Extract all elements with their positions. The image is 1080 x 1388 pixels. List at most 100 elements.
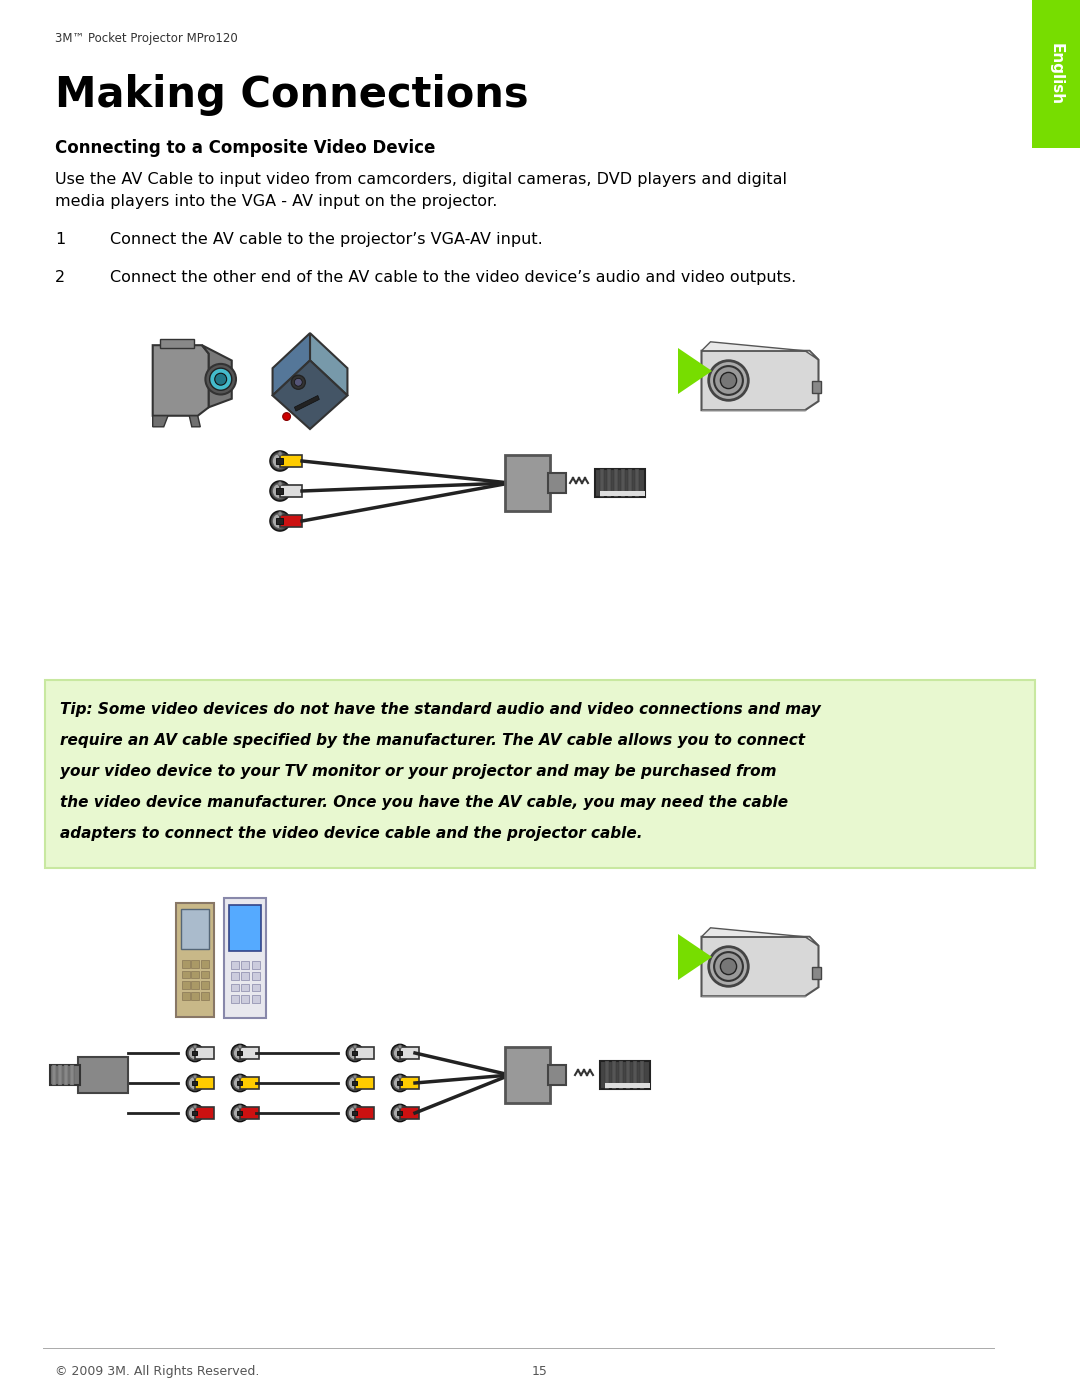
Bar bbox=[276, 458, 283, 464]
Bar bbox=[505, 455, 550, 511]
Circle shape bbox=[193, 1045, 197, 1049]
Circle shape bbox=[393, 1076, 407, 1090]
Bar bbox=[191, 960, 200, 967]
Bar bbox=[355, 1048, 374, 1059]
Polygon shape bbox=[678, 348, 712, 394]
Bar bbox=[237, 1080, 243, 1085]
Bar bbox=[627, 469, 632, 497]
Circle shape bbox=[278, 451, 282, 457]
Circle shape bbox=[348, 1047, 362, 1060]
Bar bbox=[352, 1051, 357, 1055]
Polygon shape bbox=[678, 934, 712, 980]
Bar bbox=[176, 902, 214, 1017]
Circle shape bbox=[233, 1047, 247, 1060]
Circle shape bbox=[708, 947, 748, 987]
Circle shape bbox=[231, 1044, 248, 1062]
Bar bbox=[191, 970, 200, 979]
Text: 1: 1 bbox=[55, 232, 65, 247]
Text: require an AV cable specified by the manufacturer. The AV cable allows you to co: require an AV cable specified by the man… bbox=[60, 733, 805, 748]
Bar bbox=[400, 1077, 419, 1088]
Circle shape bbox=[205, 364, 237, 394]
Bar bbox=[615, 469, 618, 497]
Bar bbox=[242, 995, 249, 1004]
Circle shape bbox=[187, 1044, 204, 1062]
Bar bbox=[70, 1065, 75, 1085]
Bar bbox=[595, 469, 645, 497]
Bar bbox=[352, 1110, 357, 1116]
Bar bbox=[812, 966, 821, 979]
Polygon shape bbox=[272, 333, 310, 396]
Bar bbox=[231, 960, 239, 969]
Bar bbox=[397, 1051, 403, 1055]
Bar bbox=[640, 1060, 644, 1090]
Bar bbox=[548, 473, 566, 493]
Bar bbox=[201, 991, 210, 999]
Polygon shape bbox=[702, 341, 819, 359]
Circle shape bbox=[272, 452, 288, 469]
Bar bbox=[252, 960, 260, 969]
Circle shape bbox=[295, 379, 302, 386]
Bar bbox=[58, 1065, 62, 1085]
Bar bbox=[605, 1083, 650, 1088]
Circle shape bbox=[347, 1074, 364, 1092]
Bar bbox=[181, 970, 190, 979]
Bar bbox=[612, 1060, 616, 1090]
Circle shape bbox=[353, 1045, 356, 1049]
Text: media players into the VGA - AV input on the projector.: media players into the VGA - AV input on… bbox=[55, 194, 498, 210]
Circle shape bbox=[708, 361, 748, 400]
Bar bbox=[231, 995, 239, 1004]
Polygon shape bbox=[152, 346, 208, 416]
Bar bbox=[812, 380, 821, 393]
Bar bbox=[355, 1077, 374, 1088]
Bar bbox=[231, 984, 239, 991]
Circle shape bbox=[187, 1105, 204, 1122]
Text: adapters to connect the video device cable and the projector cable.: adapters to connect the video device cab… bbox=[60, 826, 643, 841]
Circle shape bbox=[270, 511, 291, 532]
Text: Connecting to a Composite Video Device: Connecting to a Composite Video Device bbox=[55, 139, 435, 157]
Bar bbox=[237, 1051, 243, 1055]
Bar bbox=[195, 1077, 214, 1088]
Bar bbox=[633, 1060, 637, 1090]
Polygon shape bbox=[702, 927, 819, 945]
Circle shape bbox=[238, 1045, 242, 1049]
Circle shape bbox=[193, 1105, 197, 1109]
Circle shape bbox=[348, 1106, 362, 1120]
Text: Tip: Some video devices do not have the standard audio and video connections and: Tip: Some video devices do not have the … bbox=[60, 702, 821, 718]
Bar bbox=[181, 991, 190, 999]
Bar bbox=[201, 981, 210, 990]
Circle shape bbox=[347, 1044, 364, 1062]
Circle shape bbox=[193, 1074, 197, 1078]
Polygon shape bbox=[310, 333, 348, 396]
Circle shape bbox=[278, 482, 282, 486]
Circle shape bbox=[270, 480, 291, 501]
Text: 3M™ Pocket Projector MPro120: 3M™ Pocket Projector MPro120 bbox=[55, 32, 238, 44]
Circle shape bbox=[720, 958, 737, 974]
Circle shape bbox=[714, 952, 743, 981]
Text: 15: 15 bbox=[532, 1364, 548, 1378]
Circle shape bbox=[231, 1105, 248, 1122]
Bar bbox=[192, 1051, 198, 1055]
Circle shape bbox=[720, 372, 737, 389]
Circle shape bbox=[231, 1074, 248, 1092]
Text: 2: 2 bbox=[55, 271, 65, 285]
Bar bbox=[78, 1058, 129, 1092]
Bar bbox=[181, 960, 190, 967]
Bar bbox=[600, 1060, 650, 1090]
Polygon shape bbox=[272, 361, 348, 429]
Circle shape bbox=[278, 512, 282, 516]
Circle shape bbox=[399, 1074, 402, 1078]
Bar bbox=[201, 970, 210, 979]
Circle shape bbox=[347, 1105, 364, 1122]
Bar bbox=[224, 898, 266, 1017]
Bar bbox=[280, 515, 301, 527]
Bar bbox=[635, 469, 639, 497]
Circle shape bbox=[188, 1076, 202, 1090]
Bar bbox=[397, 1080, 403, 1085]
Text: your video device to your TV monitor or your projector and may be purchased from: your video device to your TV monitor or … bbox=[60, 763, 777, 779]
Bar bbox=[240, 1077, 258, 1088]
Bar bbox=[192, 1080, 198, 1085]
Text: Connect the AV cable to the projector’s VGA-AV input.: Connect the AV cable to the projector’s … bbox=[110, 232, 543, 247]
Polygon shape bbox=[189, 416, 200, 426]
Circle shape bbox=[353, 1074, 356, 1078]
Bar bbox=[191, 991, 200, 999]
